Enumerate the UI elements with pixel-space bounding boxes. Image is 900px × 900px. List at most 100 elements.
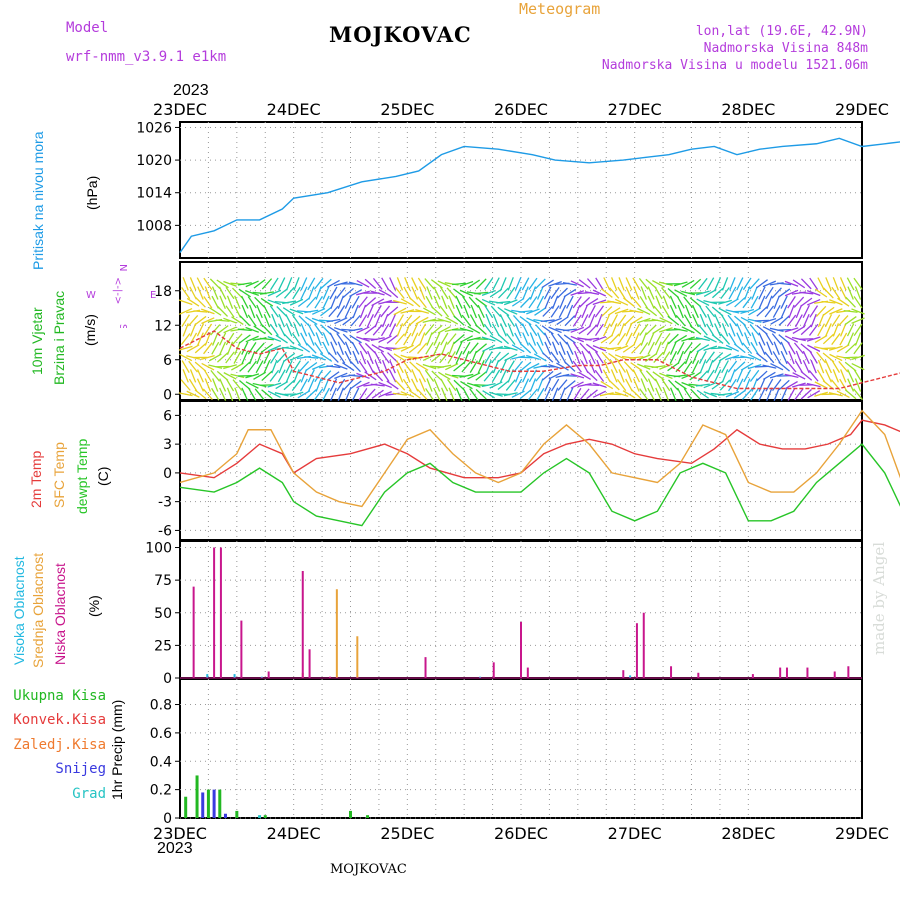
wind-arrow <box>453 361 465 372</box>
wind-arrow <box>522 378 530 392</box>
y-tick-label: 18 <box>154 284 172 300</box>
wind-arrow <box>806 382 821 388</box>
wind-arrow <box>330 387 337 401</box>
wind-arrow <box>780 350 788 365</box>
wind-arrow <box>647 332 655 346</box>
wind-arrow <box>344 341 352 355</box>
wind-arrow <box>572 360 582 373</box>
wind-arrow <box>541 325 554 335</box>
wind-arrow <box>535 324 546 336</box>
wind-arrow <box>669 295 677 309</box>
wind-arrow <box>344 295 352 309</box>
wind-arrow <box>773 387 780 402</box>
wind-arrow <box>396 369 404 383</box>
wind-arrow <box>574 304 581 319</box>
wind-arrow <box>705 305 716 318</box>
wind-arrow <box>497 380 510 390</box>
wind-arrow <box>600 334 613 344</box>
wind-arrow <box>267 299 282 306</box>
wind-arrow <box>216 325 229 335</box>
wind-arrow <box>238 288 252 298</box>
wind-arrow <box>204 378 212 392</box>
wind-arrow <box>261 324 273 336</box>
wind-arrow <box>237 328 252 332</box>
wind-arrow <box>431 370 443 382</box>
wind-arrow <box>792 372 806 380</box>
wind-arrow <box>809 351 818 364</box>
wind-arrow <box>744 332 751 346</box>
wind-arrow <box>477 350 485 365</box>
wind-arrow <box>764 351 775 364</box>
wind-arrow <box>270 351 279 364</box>
wind-arrow <box>278 313 286 328</box>
wind-arrow <box>778 379 790 391</box>
wind-arrow <box>289 298 304 306</box>
wind-arrow <box>439 351 450 364</box>
hail-bar <box>258 815 262 818</box>
wind-arrow <box>651 365 666 369</box>
wind-arrow <box>839 332 848 346</box>
wind-arrow <box>232 287 243 299</box>
wind-arrow <box>411 286 419 300</box>
wind-arrow <box>326 318 341 323</box>
wind-arrow <box>485 313 492 328</box>
wind-arrow <box>669 341 677 355</box>
wind-arrow <box>555 373 570 378</box>
wind-arrow <box>231 316 244 326</box>
wind-arrow <box>748 307 761 316</box>
wind-arrow <box>751 378 758 392</box>
wind-arrow <box>526 317 540 324</box>
wind-arrow <box>778 315 790 326</box>
wind-arrow <box>378 381 392 389</box>
wind-arrow <box>600 380 614 390</box>
wind-arrow <box>314 323 324 336</box>
wind-arrow <box>408 315 421 326</box>
wind-arrow <box>750 295 759 309</box>
wind-arrow <box>602 369 611 383</box>
wind-arrow <box>356 326 370 334</box>
wind-arrow <box>356 381 370 389</box>
x-tick-label-bottom: 24DEC <box>267 824 321 843</box>
wind-arrow <box>787 341 796 355</box>
wind-arrow <box>825 323 832 337</box>
wind-arrow <box>469 360 479 373</box>
wind-arrow <box>513 378 523 392</box>
wind-arrow <box>618 277 625 291</box>
wind-arrow <box>645 306 658 317</box>
wind-arrow <box>276 351 287 364</box>
wind-arrow <box>592 344 607 352</box>
wind-arrow <box>393 353 407 362</box>
wind-arrow <box>851 308 865 315</box>
wind-arrow <box>261 389 273 400</box>
wind-arrow <box>802 360 810 374</box>
wind-arrow <box>204 286 211 300</box>
wind-arrow <box>632 323 641 337</box>
wind-arrow <box>794 360 804 373</box>
wind-arrow <box>762 326 776 334</box>
wind-arrow <box>342 315 355 326</box>
wind-arrow <box>334 363 348 370</box>
wind-arrow <box>189 369 197 383</box>
wind-arrow <box>603 313 611 328</box>
wind-arrow <box>592 335 607 343</box>
wind-arrow <box>342 362 355 372</box>
wind-arrow <box>533 353 547 362</box>
wind-arrow <box>402 378 412 392</box>
wind-arrow <box>639 295 648 309</box>
wind-arrow <box>586 370 598 382</box>
wind-arrow <box>544 332 552 346</box>
wind-arrow <box>681 326 695 334</box>
wind-arrow <box>667 288 680 299</box>
wind-arrow <box>677 350 684 365</box>
wind-arrow <box>348 374 363 378</box>
wind-arrow <box>467 279 481 289</box>
wind-arrow <box>534 278 546 290</box>
wind-arrow <box>817 277 825 291</box>
y-tick-label: 1008 <box>136 218 172 234</box>
wind-arrow <box>793 342 804 355</box>
wind-arrow <box>632 369 641 383</box>
wind-arrow <box>372 370 384 382</box>
wind-arrow <box>617 360 626 373</box>
wind-arrow <box>526 354 540 361</box>
